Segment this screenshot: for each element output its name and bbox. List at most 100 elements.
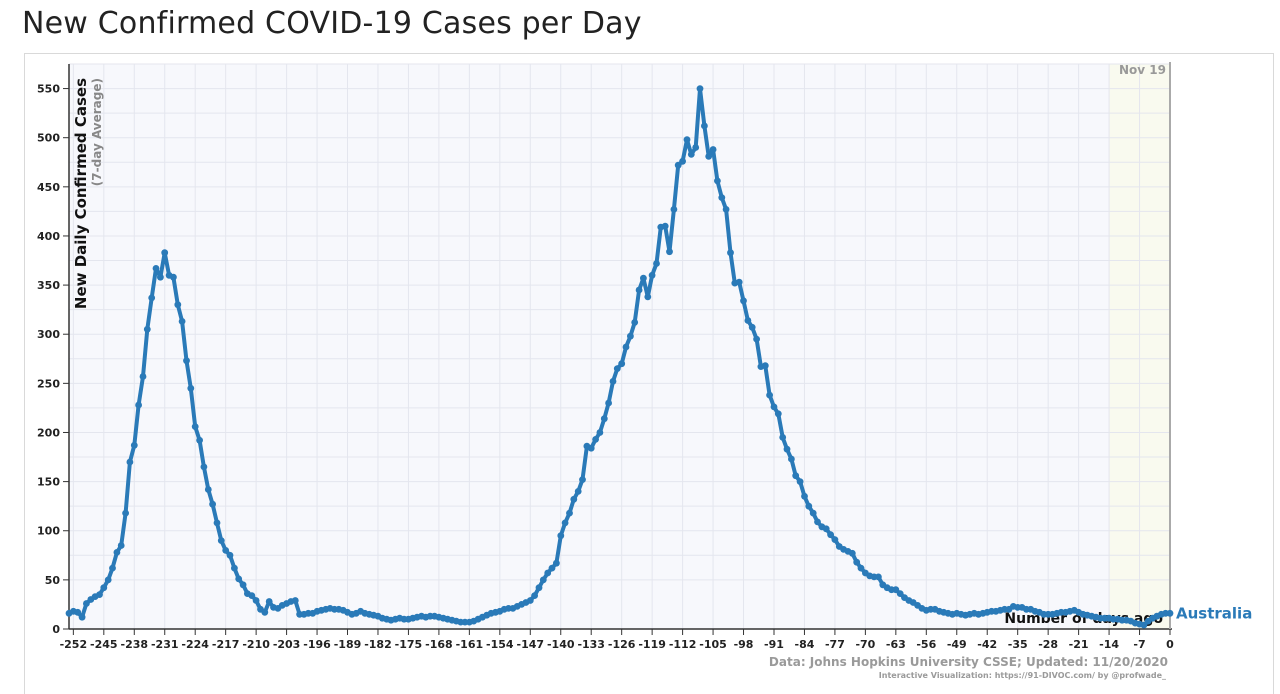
data-point[interactable] <box>239 581 247 589</box>
data-point[interactable] <box>740 297 747 305</box>
data-point[interactable] <box>539 576 547 584</box>
data-point[interactable] <box>857 564 865 572</box>
data-point[interactable] <box>191 423 199 430</box>
data-point[interactable] <box>157 273 164 281</box>
data-point[interactable] <box>661 222 669 230</box>
data-point[interactable] <box>892 586 900 594</box>
data-point[interactable] <box>126 458 134 466</box>
data-point[interactable] <box>526 597 534 604</box>
data-point[interactable] <box>143 325 151 333</box>
data-point[interactable] <box>78 613 86 621</box>
data-point[interactable] <box>848 549 856 557</box>
data-point[interactable] <box>635 286 643 294</box>
data-point[interactable] <box>261 608 269 616</box>
data-point[interactable] <box>705 153 713 160</box>
data-point[interactable] <box>640 274 647 282</box>
data-point[interactable] <box>679 157 686 165</box>
data-point[interactable] <box>753 335 760 343</box>
data-point[interactable] <box>618 360 626 368</box>
data-point[interactable] <box>613 365 621 372</box>
data-point[interactable] <box>187 384 195 392</box>
data-point[interactable] <box>548 564 556 572</box>
data-point[interactable] <box>805 502 813 510</box>
data-point[interactable] <box>796 478 804 485</box>
data-point[interactable] <box>770 403 778 411</box>
data-point[interactable] <box>561 519 569 527</box>
data-point[interactable] <box>148 294 156 302</box>
data-point[interactable] <box>735 278 743 286</box>
data-point[interactable] <box>792 472 800 480</box>
data-point[interactable] <box>609 378 617 385</box>
data-point[interactable] <box>831 536 839 543</box>
data-point[interactable] <box>605 399 612 407</box>
data-point[interactable] <box>696 85 704 92</box>
data-point[interactable] <box>117 542 125 549</box>
data-point[interactable] <box>774 410 782 418</box>
data-point[interactable] <box>814 518 821 526</box>
data-point[interactable] <box>644 293 652 301</box>
data-point[interactable] <box>574 488 582 495</box>
data-point[interactable] <box>631 319 639 326</box>
data-point[interactable] <box>701 122 708 130</box>
data-point[interactable] <box>100 584 108 592</box>
data-point[interactable] <box>766 391 773 399</box>
data-point[interactable] <box>788 455 795 463</box>
data-point[interactable] <box>222 547 230 554</box>
data-point[interactable] <box>178 318 186 325</box>
data-point[interactable] <box>231 564 238 572</box>
data-point[interactable] <box>714 177 721 185</box>
data-point[interactable] <box>209 500 217 508</box>
data-point[interactable] <box>622 343 630 351</box>
data-point[interactable] <box>587 444 595 452</box>
data-point[interactable] <box>822 525 830 533</box>
data-point[interactable] <box>74 608 82 616</box>
data-point[interactable] <box>853 558 861 566</box>
data-point[interactable] <box>648 271 656 279</box>
data-point[interactable] <box>161 249 169 257</box>
data-point[interactable] <box>566 509 573 517</box>
data-point[interactable] <box>727 249 734 257</box>
data-point[interactable] <box>592 436 599 443</box>
data-point[interactable] <box>718 194 726 202</box>
data-point[interactable] <box>170 273 177 281</box>
data-point[interactable] <box>761 362 769 370</box>
data-point[interactable] <box>709 146 717 153</box>
data-point[interactable] <box>226 551 234 559</box>
data-point[interactable] <box>744 317 752 324</box>
data-point[interactable] <box>104 576 112 584</box>
data-point[interactable] <box>827 531 834 539</box>
data-point[interactable] <box>252 597 260 604</box>
data-point[interactable] <box>600 415 608 423</box>
data-point[interactable] <box>113 549 121 556</box>
data-point[interactable] <box>531 592 538 599</box>
data-point[interactable] <box>544 569 552 577</box>
data-point[interactable] <box>809 509 817 517</box>
data-point[interactable] <box>83 600 90 607</box>
data-point[interactable] <box>875 573 882 581</box>
data-point[interactable] <box>579 476 586 483</box>
data-point[interactable] <box>130 441 138 449</box>
data-point[interactable] <box>200 463 208 471</box>
data-point[interactable] <box>217 537 225 544</box>
data-point[interactable] <box>896 590 904 597</box>
data-point[interactable] <box>596 429 604 436</box>
data-point[interactable] <box>670 206 678 213</box>
data-point[interactable] <box>687 151 695 158</box>
data-point[interactable] <box>801 492 808 500</box>
data-point[interactable] <box>135 401 142 409</box>
data-point[interactable] <box>196 436 204 444</box>
data-point[interactable] <box>204 486 212 493</box>
data-point[interactable] <box>557 532 565 540</box>
data-point[interactable] <box>139 373 147 380</box>
data-point[interactable] <box>122 509 129 517</box>
data-point[interactable] <box>96 591 103 598</box>
data-point[interactable] <box>291 597 299 604</box>
data-point[interactable] <box>627 332 634 340</box>
data-point[interactable] <box>722 206 730 213</box>
data-point[interactable] <box>248 592 256 599</box>
data-point[interactable] <box>674 161 682 169</box>
data-point[interactable] <box>265 598 273 605</box>
data-point[interactable] <box>535 584 543 592</box>
data-point[interactable] <box>1166 609 1174 617</box>
data-point[interactable] <box>666 248 673 256</box>
